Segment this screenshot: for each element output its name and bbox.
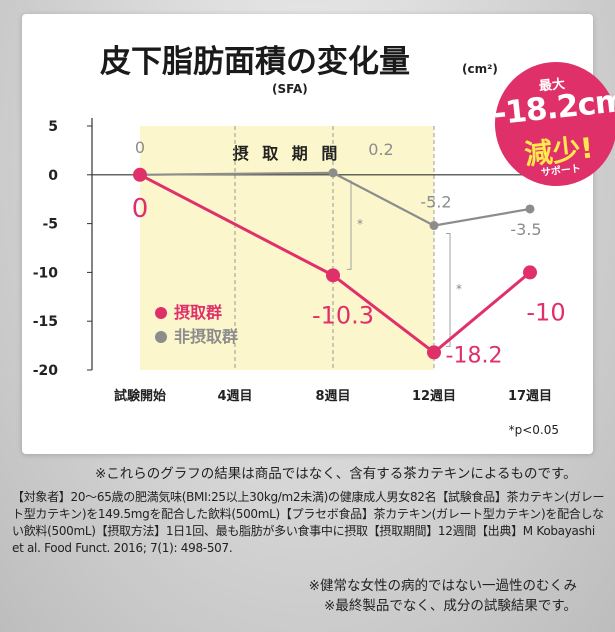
y-tick-label: -20 (33, 363, 59, 379)
data-label: 0 (135, 138, 145, 157)
significance-marker: * (456, 282, 462, 296)
swelling-note: ※健常な女性の病的ではない一過性のむくみ (308, 578, 577, 594)
intake-period-band (140, 126, 434, 370)
x-tick-label: 12週目 (412, 389, 456, 404)
y-tick-label: -15 (33, 314, 58, 330)
data-point (427, 345, 441, 360)
y-tick-label: 5 (48, 119, 58, 135)
chart-title: 皮下脂肪面積の変化量 (100, 44, 410, 80)
x-tick-label: 17週目 (508, 389, 552, 404)
series-line (139, 171, 531, 227)
data-label: -10.3 (312, 301, 374, 329)
x-tick-label: 4週目 (217, 389, 252, 404)
y-tick-label: -10 (33, 265, 59, 281)
significance-bracket (446, 233, 451, 347)
data-point (328, 168, 338, 178)
intake-period-label: 摂 取 期 間 (233, 144, 342, 163)
legend-label: 非摂取群 (174, 327, 238, 346)
series-line (139, 173, 531, 355)
data-point (523, 265, 537, 280)
data-point (133, 167, 147, 182)
data-label: 0.2 (368, 140, 393, 159)
data-label: -10 (526, 298, 565, 326)
final-product-note: ※最終製品でなく、成分の試験結果です。 (324, 598, 577, 614)
x-tick-label: 8週目 (315, 389, 350, 404)
data-label: -18.2 (446, 343, 503, 368)
legend-marker (155, 331, 167, 343)
graph-note: ※これらのグラフの結果は商品ではなく、含有する茶カテキンによるものです。 (95, 466, 577, 482)
study-detail: 【対象者】20～65歳の肥満気味(BMI:25以上30kg/m2未満)の健康成人… (12, 490, 605, 555)
data-label: -3.5 (510, 220, 541, 239)
data-label: -5.2 (420, 193, 451, 212)
data-point (326, 268, 340, 283)
chart-subtitle: (SFA) (272, 82, 308, 96)
chart-unit: (cm²) (462, 62, 498, 76)
y-tick-label: 0 (48, 168, 58, 184)
x-tick-label: 試験開始 (114, 388, 166, 404)
chart-card: 摂 取 期 間 5 0 -5 -10 -15 -20 試験開始 4週目 8週目 12週目 17週目 * *… (22, 14, 593, 454)
data-point (429, 221, 439, 231)
y-tick-label: -5 (42, 217, 58, 233)
data-point (525, 204, 535, 214)
legend-label: 摂取群 (174, 303, 222, 322)
significance-note: *p<0.05 (509, 423, 559, 437)
data-label: 0 (132, 194, 149, 224)
significance-marker: * (357, 217, 363, 231)
legend-marker (155, 307, 167, 319)
change-chart: 摂 取 期 間 5 0 -5 -10 -15 -20 試験開始 4週目 8週目 12週目 17週目 * *… (33, 118, 577, 437)
